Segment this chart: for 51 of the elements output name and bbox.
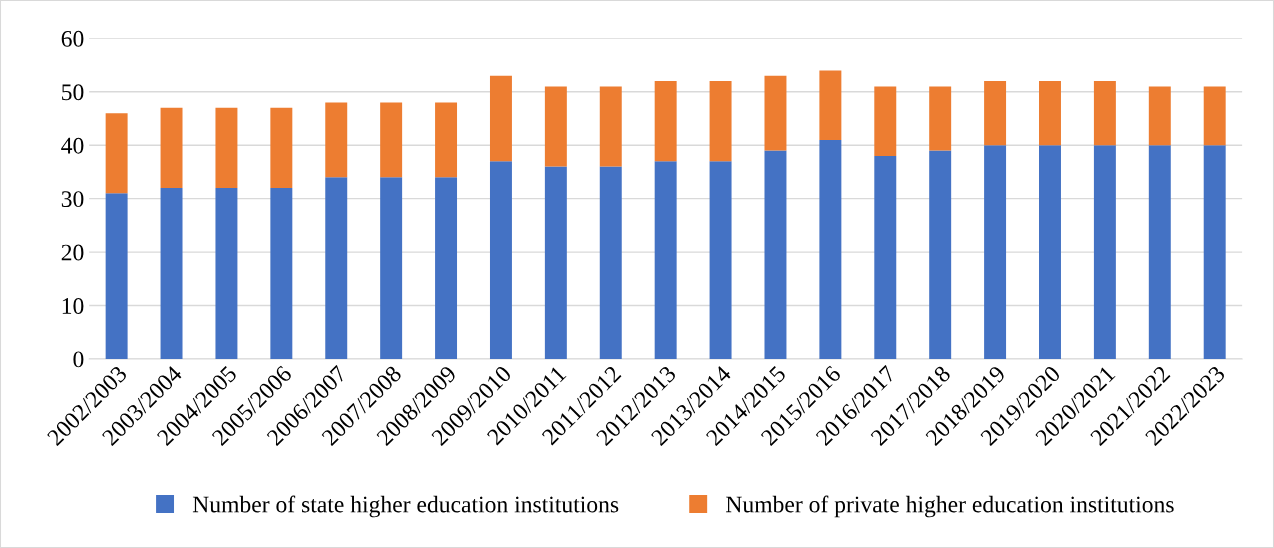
y-tick-label: 0 xyxy=(73,351,84,368)
bar xyxy=(160,187,183,359)
legend-label: Number of state higher education institutions xyxy=(192,495,619,518)
legend-label: Number of private higher education institutions xyxy=(726,495,1174,518)
bar xyxy=(1148,145,1171,359)
bar xyxy=(929,86,952,151)
bar xyxy=(435,102,458,178)
y-tick-label: 50 xyxy=(62,84,84,101)
bar xyxy=(435,177,458,359)
bar xyxy=(1203,145,1226,359)
bar xyxy=(1093,145,1116,359)
bar xyxy=(215,187,238,359)
bar xyxy=(160,107,183,188)
bar xyxy=(1039,81,1061,146)
y-tick-label: 30 xyxy=(61,191,84,208)
bar xyxy=(215,107,238,188)
bar xyxy=(489,75,512,162)
bar xyxy=(1093,81,1116,146)
bar xyxy=(929,150,952,359)
bar xyxy=(874,86,897,156)
bar xyxy=(325,102,348,178)
y-tick-label: 40 xyxy=(61,137,84,154)
bar xyxy=(489,161,512,359)
bar xyxy=(874,155,897,359)
bar xyxy=(709,81,732,162)
bar xyxy=(105,193,128,359)
bar xyxy=(599,86,622,167)
bar xyxy=(1148,86,1171,146)
bar xyxy=(270,187,293,359)
bar xyxy=(270,107,293,188)
bar xyxy=(654,161,677,359)
bar xyxy=(764,150,787,359)
bar xyxy=(544,166,567,359)
bar xyxy=(764,75,787,151)
y-tick-label: 10 xyxy=(62,298,84,314)
bar xyxy=(1203,86,1226,146)
bar xyxy=(654,81,677,162)
bar xyxy=(105,113,128,194)
bar xyxy=(380,177,403,359)
bar xyxy=(599,166,622,359)
y-tick-label: 60 xyxy=(61,30,84,47)
bar xyxy=(544,86,567,167)
bar xyxy=(984,81,1007,146)
y-tick-label: 20 xyxy=(61,244,84,261)
bar xyxy=(1039,145,1061,359)
bar xyxy=(984,145,1007,359)
bar xyxy=(819,70,842,140)
bar xyxy=(709,161,732,359)
bar xyxy=(819,139,842,359)
bar xyxy=(380,102,403,178)
bar xyxy=(325,177,348,359)
